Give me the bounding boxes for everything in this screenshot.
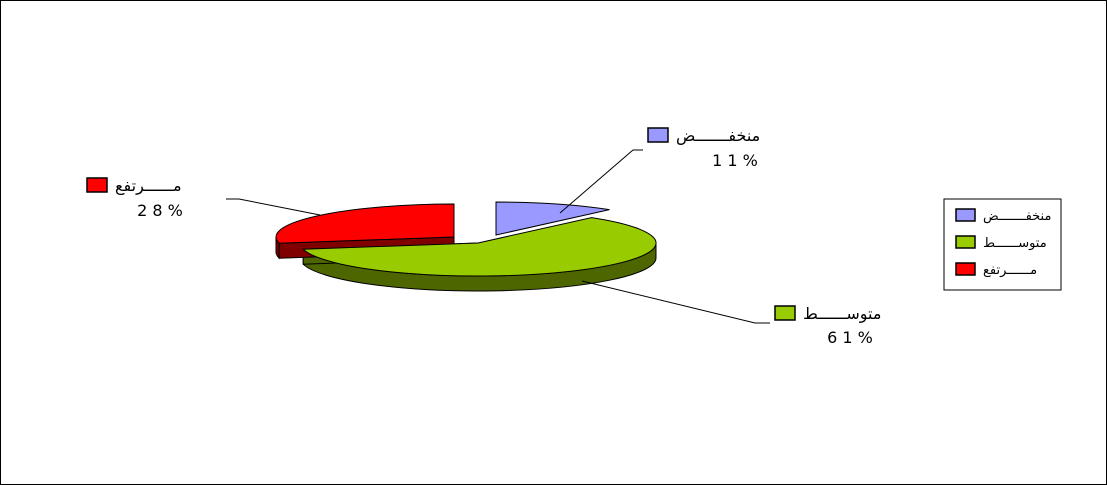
data-label-swatch (774, 305, 796, 321)
legend-swatch (955, 208, 976, 222)
legend-entry: متوســــــط (983, 236, 1047, 251)
data-label-category: متوســــــط (803, 304, 881, 324)
data-label-category: مــــــرتفع (115, 176, 182, 196)
data-label-category: منخفـــــــض (676, 126, 760, 146)
legend-swatch (955, 262, 976, 276)
leader-line (226, 198, 321, 216)
leader-line (581, 280, 770, 324)
data-label-value: 1 1 % (712, 151, 758, 170)
pie-slice (275, 203, 455, 244)
leader-lines (226, 149, 770, 324)
legend-swatch (955, 235, 976, 249)
pie-slice (302, 217, 657, 277)
leader-line (559, 149, 643, 214)
data-label-swatch (647, 127, 669, 143)
legend-entry: منخفـــــــض (983, 209, 1051, 224)
data-label-value: 2 8 % (137, 201, 183, 220)
legend: منخفـــــــض متوســــــط مــــــرتفع (943, 198, 1062, 291)
pie-tops (275, 201, 657, 277)
data-labels: منخفـــــــض 1 1 % متوســــــط 6 1 % مــــــ… (86, 126, 881, 347)
legend-entry: مــــــرتفع (983, 263, 1037, 278)
data-label-swatch (86, 177, 108, 193)
data-label-value: 6 1 % (827, 328, 873, 347)
pie-slice (495, 201, 610, 236)
